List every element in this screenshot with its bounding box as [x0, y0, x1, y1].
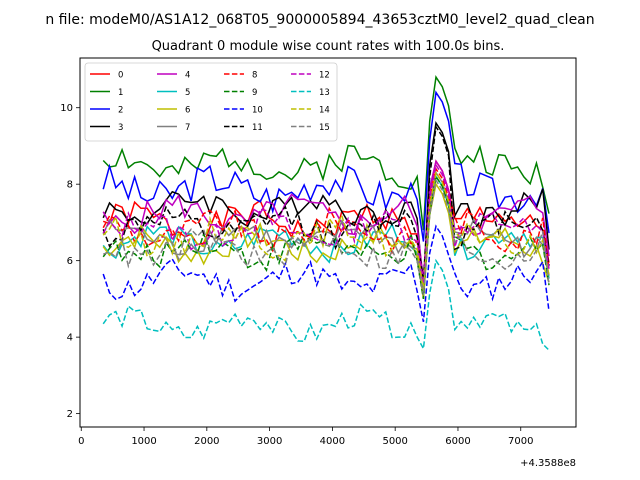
y-tick-label: 10	[60, 103, 73, 114]
x-tick-label: 0	[78, 436, 84, 447]
series-line-10	[102, 224, 550, 322]
plot-frame	[79, 57, 577, 428]
x-axis: 0 1000 2000 3000 4000 5000 6000 7000	[78, 427, 533, 447]
legend-label-12: 12	[319, 71, 330, 81]
series-line-14	[102, 170, 550, 292]
x-tick-label: 6000	[445, 436, 470, 447]
legend-label-6: 6	[185, 106, 190, 116]
legend-label-7: 7	[185, 123, 190, 133]
x-tick-label: 3000	[257, 436, 282, 447]
x-tick-label: 5000	[382, 436, 407, 447]
legend-label-4: 4	[185, 71, 190, 81]
series-line-1	[102, 75, 550, 231]
y-tick-label: 2	[67, 409, 73, 420]
series-line-2	[102, 90, 550, 242]
legend-label-13: 13	[319, 88, 330, 98]
legend-label-1: 1	[118, 88, 123, 98]
series-line-15	[102, 178, 550, 296]
legend-label-11: 11	[252, 123, 263, 133]
legend-label-15: 15	[319, 123, 330, 133]
legend-label-9: 9	[252, 88, 257, 98]
chart-suptitle: n file: modeM0/AS1A12_068T05_9000005894_…	[45, 12, 594, 28]
y-tick-label: 8	[67, 180, 73, 191]
legend-label-3: 3	[118, 123, 123, 133]
y-tick-label: 6	[67, 256, 73, 267]
x-offset-label: +4.3588e8	[520, 458, 576, 469]
legend-label-14: 14	[319, 106, 330, 116]
series-line-6	[102, 182, 550, 300]
y-axis: 2 4 6 8 10	[60, 103, 80, 420]
x-tick-label: 7000	[508, 436, 533, 447]
chart-title: Quadrant 0 module wise count rates with …	[152, 39, 505, 54]
x-tick-label: 2000	[194, 436, 219, 447]
legend-label-8: 8	[252, 71, 257, 81]
plot-area	[102, 75, 550, 352]
series-line-9	[102, 174, 550, 300]
legend-box	[84, 62, 338, 142]
legend-label-0: 0	[118, 71, 123, 81]
y-tick-label: 4	[67, 333, 73, 344]
series-line-12	[102, 163, 550, 284]
x-tick-label: 1000	[131, 436, 156, 447]
series-line-8	[102, 166, 550, 284]
legend-label-10: 10	[252, 106, 263, 116]
legend-label-2: 2	[118, 106, 123, 116]
x-tick-label: 4000	[320, 436, 345, 447]
series-line-13	[102, 258, 550, 352]
legend-label-5: 5	[185, 88, 190, 98]
